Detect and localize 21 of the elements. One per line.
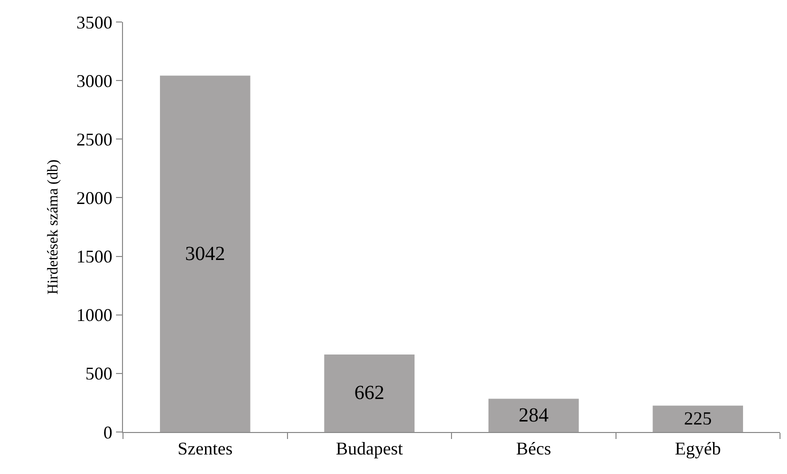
y-tick-label: 2500 (76, 129, 112, 150)
y-tick-label: 2000 (76, 188, 112, 208)
bar (488, 398, 579, 432)
bar (652, 406, 744, 432)
bar (324, 354, 415, 432)
data-label: 225 (684, 409, 712, 430)
y-tick-label: 3000 (76, 70, 112, 91)
x-tick-label: Budapest (336, 438, 403, 459)
y-axis-title: Hirdetések száma (db) (46, 160, 62, 294)
x-tick-label: Bécs (516, 438, 552, 459)
x-tick-label: Szentes (178, 438, 233, 459)
y-tick-label: 500 (85, 364, 112, 384)
y-tick-label: 0 (103, 422, 112, 442)
x-tick-label: Egyéb (674, 438, 721, 459)
y-tick-label: 3500 (76, 12, 112, 32)
data-label: 662 (354, 382, 384, 404)
y-tick-label: 1000 (76, 305, 112, 326)
data-label: 284 (518, 404, 549, 426)
y-tick-label: 1500 (76, 246, 112, 267)
bar (160, 76, 250, 432)
data-label: 3042 (185, 242, 226, 265)
